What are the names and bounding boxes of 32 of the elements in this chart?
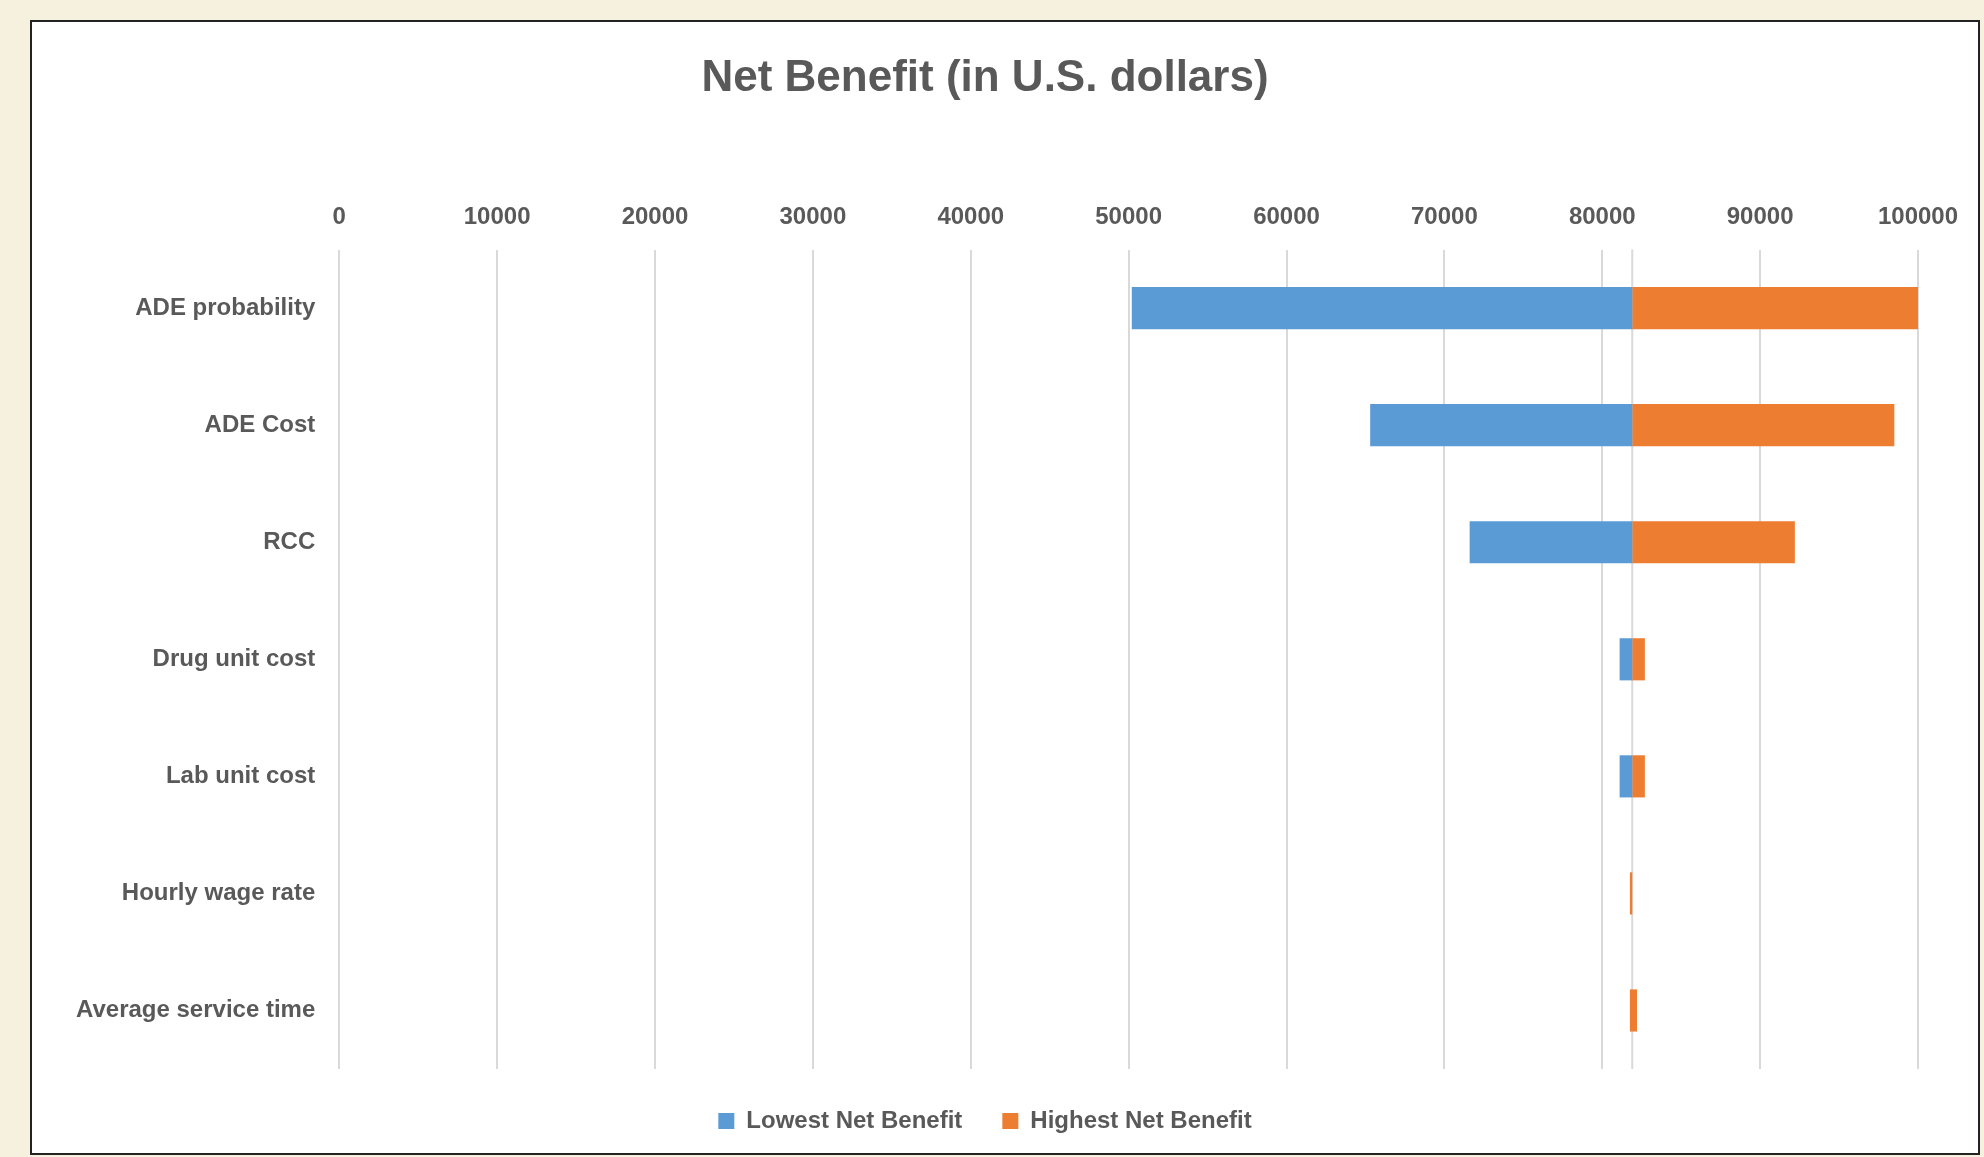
x-tick-label: 70000: [1411, 201, 1478, 229]
y-tick-label: Drug unit cost: [152, 643, 316, 671]
bar: [1619, 638, 1633, 681]
x-tick-label: 50000: [1095, 201, 1163, 229]
y-tick-label: Hourly wage rate: [121, 878, 316, 906]
y-tick-label: RCC: [263, 526, 316, 554]
x-tick-label: 0: [332, 201, 346, 229]
bar: [1632, 404, 1895, 447]
x-tick-label: 20000: [621, 201, 689, 229]
bar: [1632, 638, 1645, 681]
bar: [1629, 989, 1637, 1032]
x-tick-label: 10000: [463, 201, 531, 229]
bar: [1619, 755, 1633, 798]
bar: [1632, 521, 1795, 564]
x-tick-label: 60000: [1253, 201, 1320, 229]
bar: [1632, 755, 1645, 798]
chart-title: Net Benefit (in U.S. dollars): [701, 50, 1269, 100]
bar: [1632, 287, 1918, 330]
x-tick-label: 40000: [937, 201, 1005, 229]
y-tick-label: Average service time: [76, 995, 316, 1023]
bar: [1469, 521, 1633, 564]
x-tick-label: 80000: [1568, 201, 1636, 229]
bar: [1370, 404, 1633, 447]
x-tick-label: 30000: [779, 201, 847, 229]
y-tick-label: ADE Cost: [204, 409, 316, 437]
y-tick-label: Lab unit cost: [165, 760, 316, 788]
legend-label: Lowest Net Benefit: [746, 1105, 963, 1133]
x-tick-label: 100000: [1877, 201, 1959, 229]
bar: [1131, 287, 1633, 330]
x-tick-label: 90000: [1726, 201, 1794, 229]
y-tick-label: ADE probability: [135, 292, 316, 320]
legend-label: Highest Net Benefit: [1030, 1105, 1252, 1133]
